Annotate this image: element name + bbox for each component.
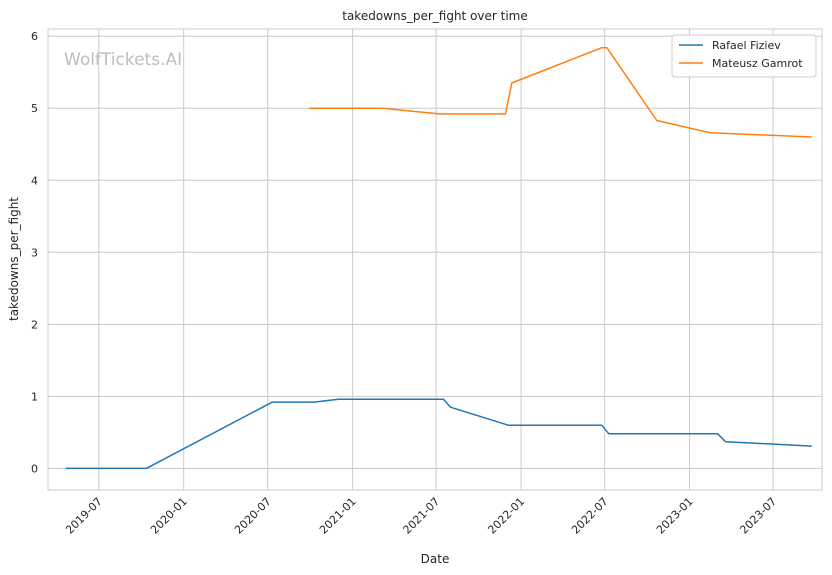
y-tick-label: 3: [31, 246, 38, 259]
x-tick-labels: 2019-07 2020-01 2020-07 2021-01 2021-07 2022-…: [63, 495, 779, 537]
grid-lines: [48, 29, 822, 490]
watermark-text: WolfTickets.AI: [64, 50, 182, 70]
legend-box: [671, 34, 817, 78]
x-tick-label: 2022-07: [569, 495, 611, 537]
y-tick-label: 2: [31, 318, 38, 331]
series-line-mateusz-gamrot: [309, 46, 812, 138]
y-tick-label: 4: [31, 174, 38, 187]
series-lines: [65, 46, 812, 470]
plot-frame: [47, 28, 823, 491]
series-line-rafael-fiziev: [65, 398, 812, 470]
y-axis-title: takedowns_per_fight: [7, 197, 21, 321]
legend-label-rafael-fiziev: Rafael Fiziev: [712, 39, 781, 52]
chart-title: takedowns_per_fight over time: [342, 9, 528, 23]
x-tick-label: 2019-07: [63, 495, 105, 537]
y-tick-labels: 0 1 2 3 4 5 6: [31, 30, 38, 475]
x-tick-label: 2023-01: [654, 495, 696, 537]
y-tick-label: 6: [31, 30, 38, 43]
x-tick-label: 2020-01: [148, 495, 190, 537]
y-tick-label: 0: [31, 462, 38, 475]
x-tick-label: 2022-01: [486, 495, 528, 537]
x-tick-label: 2021-07: [401, 495, 443, 537]
x-tick-label: 2021-01: [317, 495, 359, 537]
legend-label-mateusz-gamrot: Mateusz Gamrot: [712, 57, 803, 70]
legend: Rafael Fiziev Mateusz Gamrot: [671, 34, 817, 78]
y-tick-label: 5: [31, 102, 38, 115]
x-axis-title: Date: [421, 552, 450, 566]
y-tick-label: 1: [31, 390, 38, 403]
x-tick-label: 2020-07: [232, 495, 274, 537]
x-tick-label: 2023-07: [738, 495, 780, 537]
